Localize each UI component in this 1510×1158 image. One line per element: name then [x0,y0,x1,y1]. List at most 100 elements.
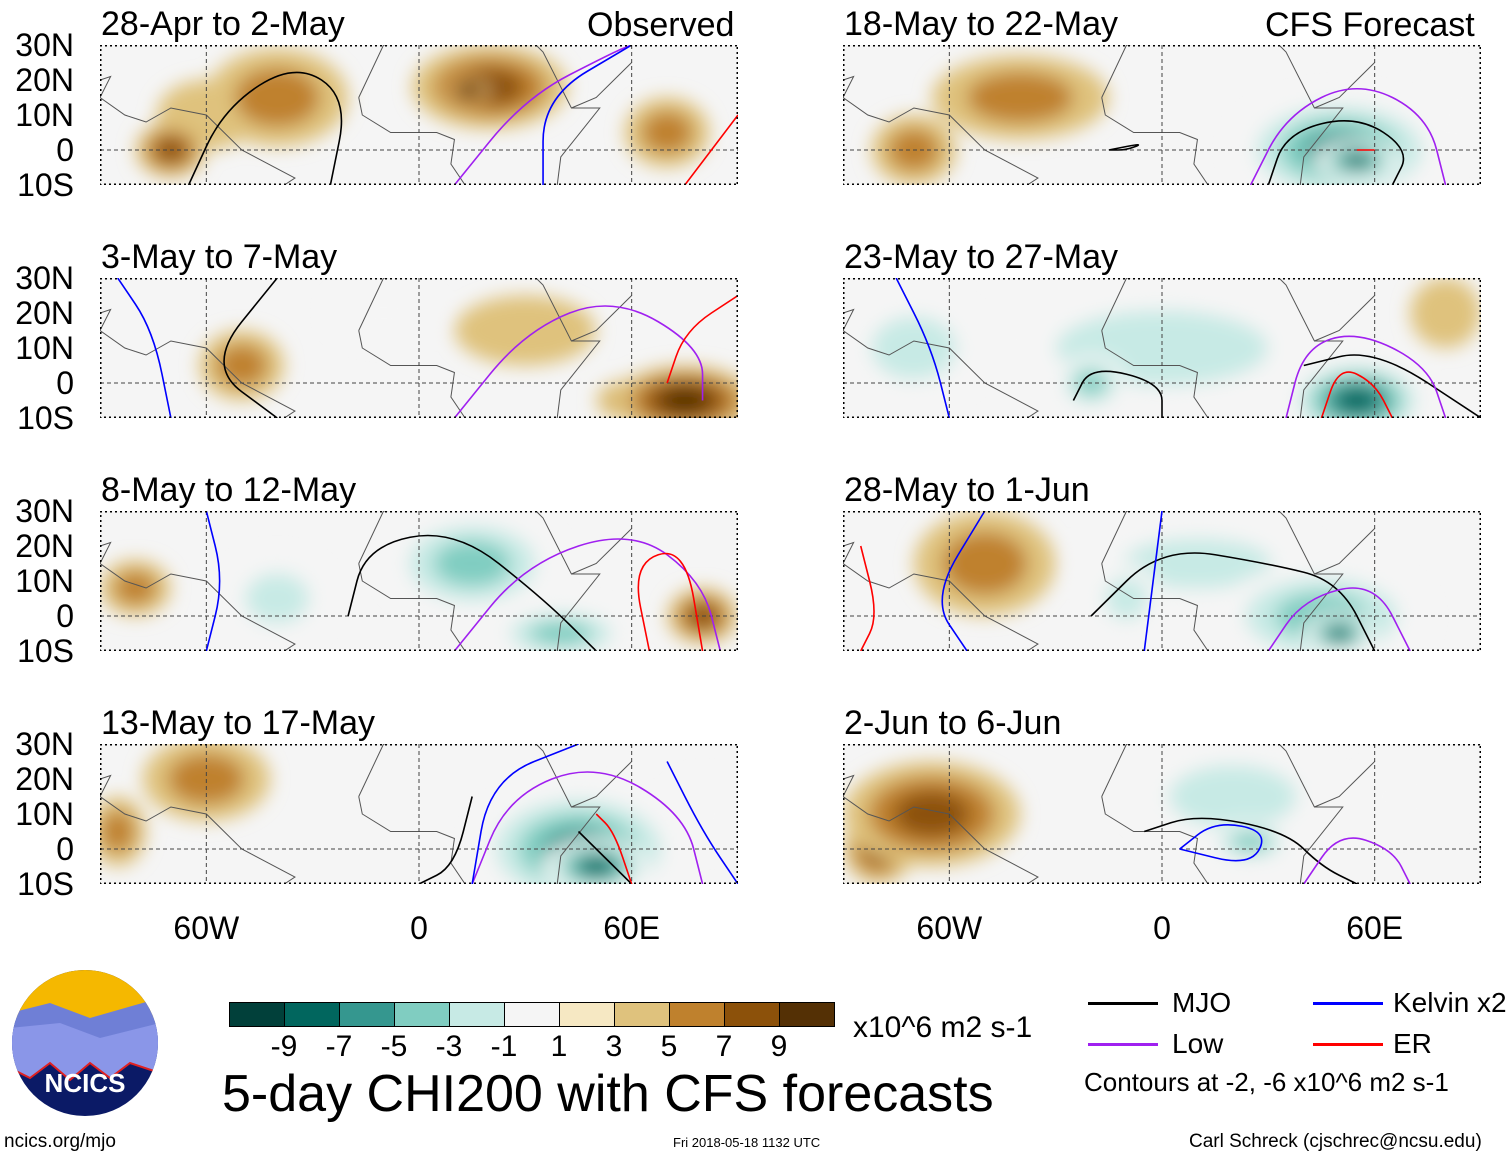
panel-title: 28-Apr to 2-May [101,5,345,43]
coastline [1101,97,1209,185]
coastline [100,541,136,585]
colorbar-swatch [560,1003,615,1026]
legend-mjo-line [1088,1002,1158,1005]
coastline [358,744,601,884]
low-contour [453,538,722,651]
lat-label: 30N [15,260,74,296]
colorbar-swatch [395,1003,450,1026]
kelvin-contour [895,278,951,418]
coastline [1101,278,1344,418]
map-panel [843,511,1481,651]
kelvin-contour [117,278,172,418]
coastline [843,308,879,352]
colorbar [229,1002,835,1027]
anomaly-shading [216,344,268,387]
map-panel [843,45,1481,185]
coastline [1101,45,1344,185]
mjo-contour [418,796,473,884]
anomaly-shading [1169,765,1297,828]
mjo-contour [1108,143,1140,151]
anomaly-shading [462,86,475,95]
coastline [1314,62,1376,109]
anomaly-shading [942,532,1028,595]
coastline [843,774,879,818]
anomaly-shading [1410,278,1481,348]
lat-label: 10N [15,796,74,832]
mjo-contour [1072,370,1163,418]
coastline [100,308,136,352]
map-panel [100,511,738,651]
observed-label: Observed [587,6,735,44]
coastline [358,97,466,185]
legend-er: ER [1393,1028,1432,1059]
coastline [571,528,633,575]
anomaly-shading [1357,761,1464,832]
colorbar-tick: -9 [270,1030,298,1063]
panel-title: 28-May to 1-Jun [844,471,1090,509]
lon-label: 0 [410,910,428,946]
lat-label: 30N [15,493,74,529]
colorbar-tick: -5 [380,1030,408,1063]
coastline [100,75,136,119]
mjo-contour [347,534,597,651]
lon-label: 0 [1153,910,1171,946]
colorbar-tick: 9 [770,1030,788,1063]
colorbar-swatch [340,1003,395,1026]
map-panel [843,278,1481,418]
legend-low: Low [1172,1028,1224,1059]
anomaly-shading [1337,389,1377,412]
lat-label: 10S [17,400,74,436]
anomaly-shading [1345,154,1369,167]
anomaly-shading [581,858,611,875]
lat-label: 10N [15,330,74,366]
coastline [1101,563,1209,651]
coastline [358,278,601,418]
legend-low-line [1088,1043,1158,1046]
colorbar-tick: 7 [715,1030,733,1063]
coastline [1101,744,1344,884]
lon-label: 60E [603,910,661,946]
low-contour [453,45,632,185]
low-contour [1249,88,1447,185]
low-contour [1267,587,1411,651]
footer-url[interactable]: ncics.org/mjo [4,1131,116,1152]
anomaly-shading [893,791,970,837]
anomaly-shading [434,541,511,586]
colorbar-swatch [670,1003,725,1026]
mjo-contour [187,71,343,185]
er-contour [595,813,633,884]
low-contour [1285,335,1447,418]
coastline [571,295,633,342]
lat-label: 20N [15,528,74,564]
kelvin-contour [941,511,986,651]
ncics-logo[interactable]: NCICS [10,968,160,1118]
colorbar-tick: -3 [435,1030,463,1063]
lon-label: 60E [1346,910,1404,946]
footer-author: Carl Schreck (cjschrec@ncsu.edu) [1189,1131,1482,1152]
mjo-contour [577,830,633,884]
lat-label: 0 [56,831,74,867]
lon-label: 60W [916,910,983,946]
coastline [100,774,136,818]
anomaly-shading [100,810,135,853]
legend-kelvin-line [1313,1002,1383,1005]
low-contour [1303,837,1411,884]
colorbar-swatch [615,1003,670,1026]
coastline [358,45,601,185]
er-contour [859,545,875,651]
map-panel [100,45,738,185]
er-contour [1320,371,1394,418]
coastline [1101,796,1209,884]
coastline [1101,511,1344,651]
lat-label: 0 [56,598,74,634]
er-contour [666,294,738,384]
colorbar-units: x10^6 m2 s-1 [853,1011,1033,1044]
coastline [1314,761,1376,808]
anomaly-shading [330,285,437,341]
colorbar-tick: 1 [550,1030,568,1063]
mjo-contour [1090,552,1376,651]
legend-er-line [1313,1043,1383,1046]
anomaly-shading [641,111,693,154]
figure-title: 5-day CHI200 with CFS forecasts [222,1065,994,1123]
